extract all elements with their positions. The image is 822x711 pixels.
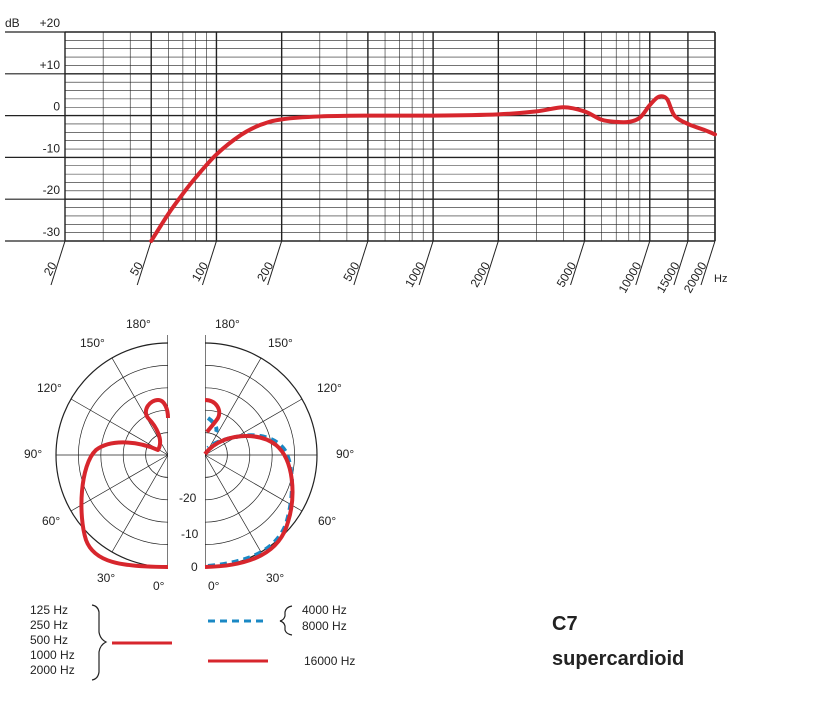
polar-radial-label: -10 — [181, 527, 199, 541]
x-tick-line — [700, 240, 716, 286]
polar-spoke — [204, 398, 303, 456]
x-tick-label: 10000 — [616, 259, 645, 295]
legend-label: 500 Hz — [30, 633, 69, 647]
x-tick-line — [201, 240, 217, 286]
polar-angle-label: 30° — [97, 571, 115, 585]
polar-pattern-chart: 0° 0° 30° 30° 60° 60° 90° 90° 120° 120° 150° 150° 18… — [24, 300, 354, 600]
polar-angle-label: 60° — [42, 514, 60, 528]
y-tick-label: -20 — [43, 183, 61, 197]
polar-angle-label: 180° — [215, 317, 240, 331]
polar-angle-label: 30° — [266, 571, 284, 585]
x-tick-line — [570, 240, 586, 286]
x-tick-label: 500 — [340, 259, 362, 284]
legend-brace — [91, 604, 108, 681]
polar-angle-label: 0° — [208, 579, 220, 593]
y-tick-label: +20 — [40, 16, 61, 30]
polar-spoke — [70, 454, 169, 512]
model-name: C7 — [552, 613, 578, 635]
polar-angle-label: 150° — [268, 336, 293, 350]
legend-label: 8000 Hz — [302, 619, 347, 633]
polar-angle-label: 150° — [80, 336, 105, 350]
polar-radial-label: 0 — [191, 560, 198, 574]
x-tick-label: 5000 — [554, 259, 580, 289]
polar-spoke — [204, 454, 303, 512]
x-tick-label: 20 — [41, 259, 60, 278]
x-tick-line — [50, 240, 66, 286]
x-tick-label: 50 — [127, 259, 146, 278]
y-tick-label: +10 — [40, 58, 61, 72]
polar-angle-label: 0° — [153, 579, 165, 593]
legend-brace-small — [279, 605, 293, 636]
y-tick-label: -30 — [43, 225, 61, 239]
x-axis-unit: Hz — [714, 273, 727, 285]
model-type: supercardioid — [552, 648, 685, 670]
legend-label: 125 Hz — [30, 603, 69, 617]
x-tick-label: 15000 — [654, 259, 683, 295]
polar-curve-high-freq — [203, 398, 295, 569]
legend-label: 4000 Hz — [302, 603, 347, 617]
x-tick-line — [418, 240, 434, 286]
legend-label-high-freq: 16000 Hz — [304, 654, 356, 668]
polar-angle-label: 90° — [24, 447, 42, 461]
x-tick-line — [673, 240, 689, 286]
x-tick-line — [353, 240, 369, 286]
x-tick-label: 200 — [254, 259, 276, 284]
frequency-response-curve — [149, 94, 717, 243]
x-tick-line — [483, 240, 499, 286]
x-tick-label: 2000 — [467, 259, 493, 289]
x-tick-label: 1000 — [402, 259, 428, 289]
polar-spoke — [204, 357, 262, 456]
polar-spoke — [204, 454, 262, 553]
frequency-response-chart: +20 +10 0 -10 -20 -30 dB 20 50 100 200 500 1000 2000… — [5, 16, 727, 295]
polar-spoke — [111, 454, 169, 553]
x-tick-label: 100 — [189, 259, 211, 284]
x-tick-line — [635, 240, 651, 286]
polar-angle-label: 90° — [336, 447, 354, 461]
x-tick-line — [136, 240, 152, 286]
polar-curve-low-freq — [79, 398, 170, 569]
polar-angle-label: 120° — [317, 381, 342, 395]
x-tick-line — [267, 240, 283, 286]
y-tick-label: -10 — [43, 141, 61, 155]
legend-label: 1000 Hz — [30, 648, 75, 662]
y-axis-unit: dB — [5, 16, 20, 30]
legend-label: 2000 Hz — [30, 663, 75, 677]
polar-radial-label: -20 — [179, 491, 197, 505]
polar-angle-label: 120° — [37, 381, 62, 395]
y-tick-label: 0 — [53, 100, 60, 114]
polar-angle-label: 60° — [318, 514, 336, 528]
x-tick-label: 20000 — [681, 259, 710, 295]
legend-label: 250 Hz — [30, 618, 69, 632]
polar-angle-label: 180° — [126, 317, 151, 331]
